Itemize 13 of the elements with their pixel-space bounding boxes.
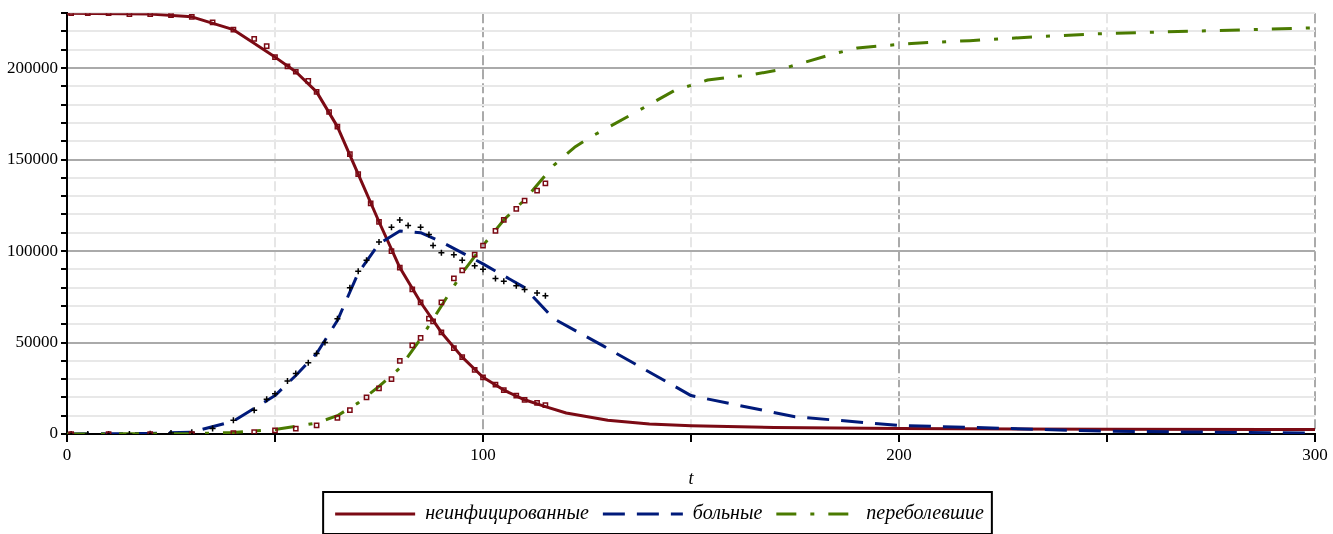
x-axis-title: t bbox=[688, 467, 695, 488]
x-tick-label: 0 bbox=[62, 444, 72, 464]
legend-label: переболевшие bbox=[866, 501, 984, 525]
y-tick-label: 0 bbox=[49, 423, 58, 443]
legend-label: неинфицированные bbox=[425, 501, 589, 525]
x-tick-label: 300 bbox=[1302, 444, 1328, 464]
y-tick-label: 50000 bbox=[15, 331, 58, 351]
y-tick-label: 100000 bbox=[7, 240, 58, 260]
y-tick-label: 150000 bbox=[7, 149, 58, 169]
y-tick-label: 200000 bbox=[7, 57, 58, 77]
x-tick-label: 100 bbox=[470, 444, 496, 464]
legend-label: больные bbox=[692, 501, 763, 524]
x-tick-label: 200 bbox=[886, 444, 912, 464]
